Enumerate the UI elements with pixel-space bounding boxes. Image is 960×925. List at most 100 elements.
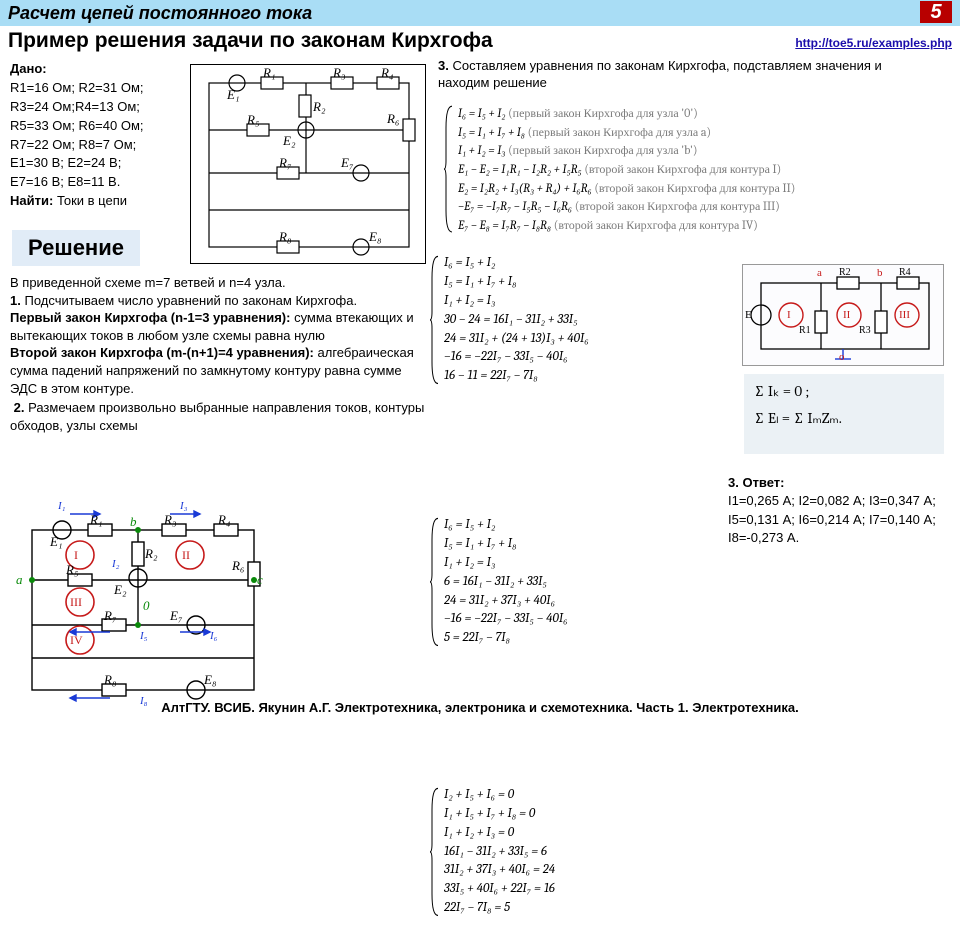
equation-row: 33I₅ + 40I₆ + 22I₇ = 16	[444, 880, 730, 899]
answer-values: I1=0,265 А; I2=0,082 А; I3=0,347 А; I5=0…	[728, 492, 944, 547]
loop-I: I	[74, 548, 78, 563]
label-R8: R₈	[279, 229, 291, 245]
equation-row: 24 = 31I₂ + (24 + 13)I₃ + 40I₆	[444, 330, 730, 349]
label-I3: I₃	[180, 500, 188, 514]
header-title: Расчет цепей постоянного тока	[8, 3, 312, 23]
equation-row: 16 − 11 = 22I₇ − 7I₈	[444, 367, 730, 386]
mini-o: o	[839, 351, 845, 365]
mini-a: a	[817, 267, 822, 281]
label-R6: R₆	[232, 558, 244, 574]
equations-canonical: I₂ + I₅ + I₆ = 0I₁ + I₅ + I₇ + I₈ = 0I₁ …	[430, 786, 730, 918]
equation-row: 22I₇ − 7I₈ = 5	[444, 899, 730, 918]
equation-row: I₁ + I₂ + I₃ = 0	[444, 824, 730, 843]
equation-row: I₅ = I₁ + I₇ + I₈	[444, 273, 730, 292]
given-line: R3=24 Ом;R4=13 Ом;	[10, 98, 188, 117]
node-c: c	[257, 572, 263, 588]
given-line: R7=22 Ом; R8=7 Ом;	[10, 136, 188, 155]
loop-III: III	[70, 595, 82, 610]
equation-row: I₆ = I₅ + I₂ (первый закон Кирхгофа для …	[458, 104, 924, 123]
p4: Второй закон Кирхгофа (m-(n+1)=4 уравнен…	[10, 344, 428, 397]
label-E2: E₂	[114, 582, 126, 598]
equation-row: E₇ − E₈ = I₇R₇ − I₈R₈ (второй закон Кирх…	[458, 216, 924, 235]
source-url[interactable]: http://toe5.ru/examples.php	[795, 36, 952, 51]
equation-row: I₁ + I₂ = I₃	[444, 554, 730, 573]
equation-row: I₁ + I₂ = I₃	[444, 292, 730, 311]
page-number: 5	[920, 1, 952, 23]
label-R3: R₃	[333, 65, 345, 81]
label-I1: I₁	[58, 500, 66, 514]
equation-row: 24 = 31I₂ + 37I₃ + 40I₆	[444, 592, 730, 611]
circuit-diagram-2: E₁ R₁ R₂ R₃ R₄ E₂ R₅ R₆ R₇ E₇ R₈ E₈ I₁ I…	[10, 500, 276, 708]
node-b: b	[130, 514, 137, 530]
label-R1: R₁	[90, 512, 102, 528]
label-R1: R₁	[263, 65, 275, 81]
kirchhoff-formula-box: ∑ Iₖ = 0 ; ∑ Eₗ = ∑ IₘZₘ.	[744, 374, 944, 454]
p1: В приведенной схеме m=7 ветвей и n=4 узл…	[10, 274, 428, 292]
mini-R3: R3	[859, 325, 871, 338]
label-I6: I₆	[210, 630, 218, 644]
label-E8: E₈	[369, 229, 381, 245]
label-R8: R₈	[104, 672, 116, 688]
given-line: E7=16 В; E8=11 В.	[10, 173, 188, 192]
main-title: Пример решения задачи по законам Кирхгоф…	[8, 28, 493, 54]
p3: Первый закон Кирхгофа (n-1=3 уравнения):…	[10, 309, 428, 344]
answer-block: 3. Ответ: I1=0,265 А; I2=0,082 А; I3=0,3…	[728, 474, 944, 547]
step3-text: 3. Составляем уравнения по законам Кирхг…	[438, 58, 908, 92]
mini-circuit: a b o R2 R4 R1 R3 E I II III	[742, 264, 944, 366]
explanation-text: В приведенной схеме m=7 ветвей и n=4 узл…	[10, 274, 428, 434]
equation-row: E₁ − E₂ = I₁R₁ − I₂R₂ + I₅R₅ (второй зак…	[458, 160, 924, 179]
equation-row: 6 = 16I₁ − 31I₂ + 33I₅	[444, 573, 730, 592]
mini-III: III	[899, 309, 910, 323]
equation-row: −16 = −22I₇ − 33I₅ − 40I₆	[444, 348, 730, 367]
label-E1: E₁	[50, 534, 62, 550]
mini-R1: R1	[799, 325, 811, 338]
label-R7: R₇	[279, 155, 291, 171]
node-0: 0	[143, 598, 150, 614]
equation-row: I₆ = I₅ + I₂	[444, 516, 730, 535]
label-R4: R₄	[381, 65, 393, 81]
given-find: Найти: Токи в цепи	[10, 192, 188, 211]
label-R3: R₃	[164, 512, 176, 528]
loop-IV: IV	[70, 633, 83, 648]
label-R6: R₆	[387, 111, 399, 127]
label-E7: E₇	[341, 155, 353, 171]
label-R2: R₂	[145, 546, 157, 562]
formula-1: ∑ Iₖ = 0 ;	[754, 382, 934, 401]
equation-row: 30 − 24 = 16I₁ − 31I₂ + 33I₅	[444, 311, 730, 330]
mini-R2: R2	[839, 267, 851, 280]
mini-II: II	[843, 309, 850, 323]
equation-row: I₆ = I₅ + I₂	[444, 254, 730, 273]
given-line: R1=16 Ом; R2=31 Ом;	[10, 79, 188, 98]
mini-b: b	[877, 267, 883, 281]
footer: АлтГТУ. ВСИБ. Якунин А.Г. Электротехника…	[0, 700, 960, 720]
mini-I: I	[787, 309, 791, 323]
p5: 2. Размечаем произвольно выбранные напра…	[10, 399, 428, 434]
label-E1: E₁	[227, 87, 239, 103]
given-line: R5=33 Ом; R6=40 Ом;	[10, 117, 188, 136]
label-E7: E₇	[170, 608, 182, 624]
label-E2: E₂	[283, 133, 295, 149]
equation-row: 31I₂ + 37I₃ + 40I₆ = 24	[444, 861, 730, 880]
equations-symbolic: I₆ = I₅ + I₂ (первый закон Кирхгофа для …	[444, 104, 924, 234]
equation-row: I₁ + I₅ + I₇ + I₈ = 0	[444, 805, 730, 824]
equation-row: −E₇ = −I₇R₇ − I₅R₅ − I₆R₆ (второй закон …	[458, 197, 924, 216]
page-header: Расчет цепей постоянного тока 5	[0, 0, 960, 26]
p2: 1. Подсчитываем число уравнений по закон…	[10, 292, 428, 310]
label-R4: R₄	[218, 512, 230, 528]
answer-label: 3. Ответ:	[728, 474, 944, 492]
label-R7: R₇	[104, 608, 116, 624]
solution-label: Решение	[12, 230, 140, 266]
label-R5: R₅	[247, 112, 259, 128]
mini-R4: R4	[899, 267, 911, 280]
given-label: Дано:	[10, 60, 188, 79]
equation-row: 5 = 22I₇ − 7I₈	[444, 629, 730, 648]
equation-row: −16 = −22I₇ − 33I₅ − 40I₆	[444, 610, 730, 629]
label-I2: I₂	[112, 558, 120, 572]
title-row: Пример решения задачи по законам Кирхгоф…	[0, 26, 960, 54]
equations-substituted: I₆ = I₅ + I₂I₅ = I₁ + I₇ + I₈I₁ + I₂ = I…	[430, 254, 730, 386]
equation-row: 16I₁ − 31I₂ + 33I₅ = 6	[444, 843, 730, 862]
label-R2: R₂	[313, 99, 325, 115]
equation-row: E₂ = I₂R₂ + I₃(R₃ + R₄) + I₆R₆ (второй з…	[458, 179, 924, 198]
equations-simplified: I₆ = I₅ + I₂I₅ = I₁ + I₇ + I₈I₁ + I₂ = I…	[430, 516, 730, 648]
formula-2: ∑ Eₗ = ∑ IₘZₘ.	[754, 409, 934, 428]
